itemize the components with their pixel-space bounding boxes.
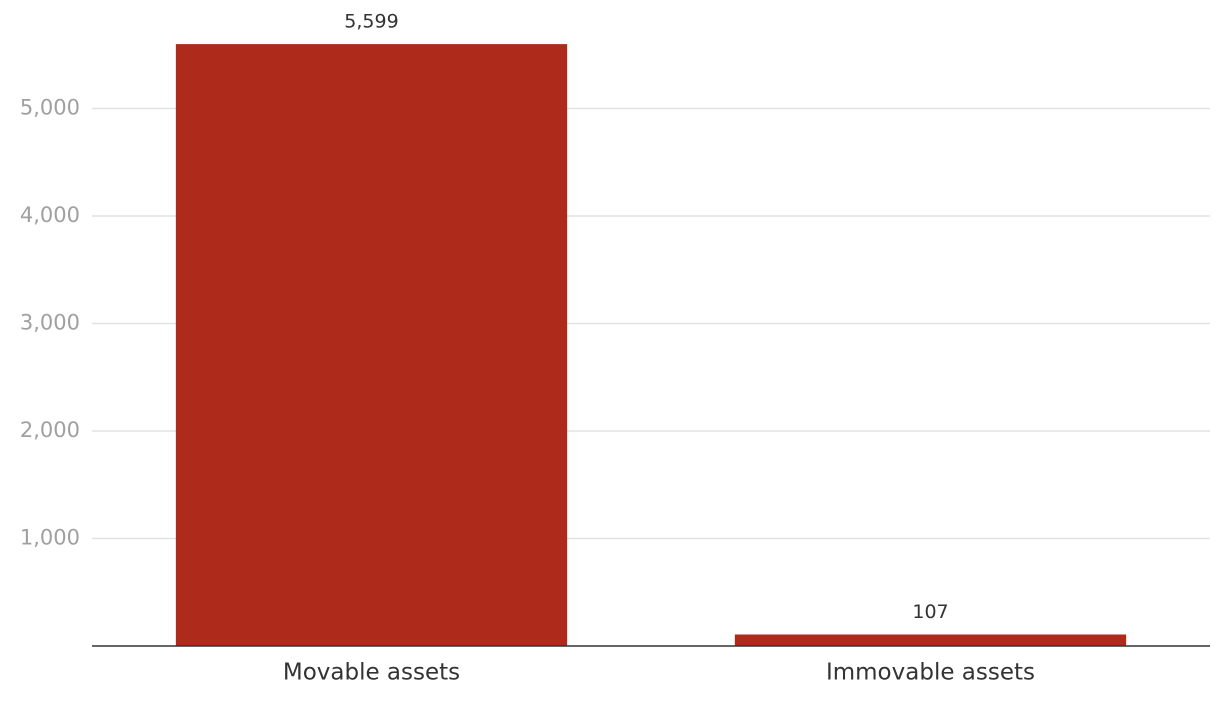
bar [175,44,568,647]
y-tick-label: 3,000 [20,311,80,335]
x-tick-label: Immovable assets [826,660,1035,686]
bar [734,634,1127,646]
value-label: 107 [912,601,948,623]
y-tick-label: 5,000 [20,96,80,120]
y-tick-label: 2,000 [20,418,80,442]
y-tick-label: 4,000 [20,203,80,227]
x-tick-label: Movable assets [283,660,460,686]
value-label: 5,599 [344,11,398,33]
y-tick-label: 1,000 [20,526,80,550]
